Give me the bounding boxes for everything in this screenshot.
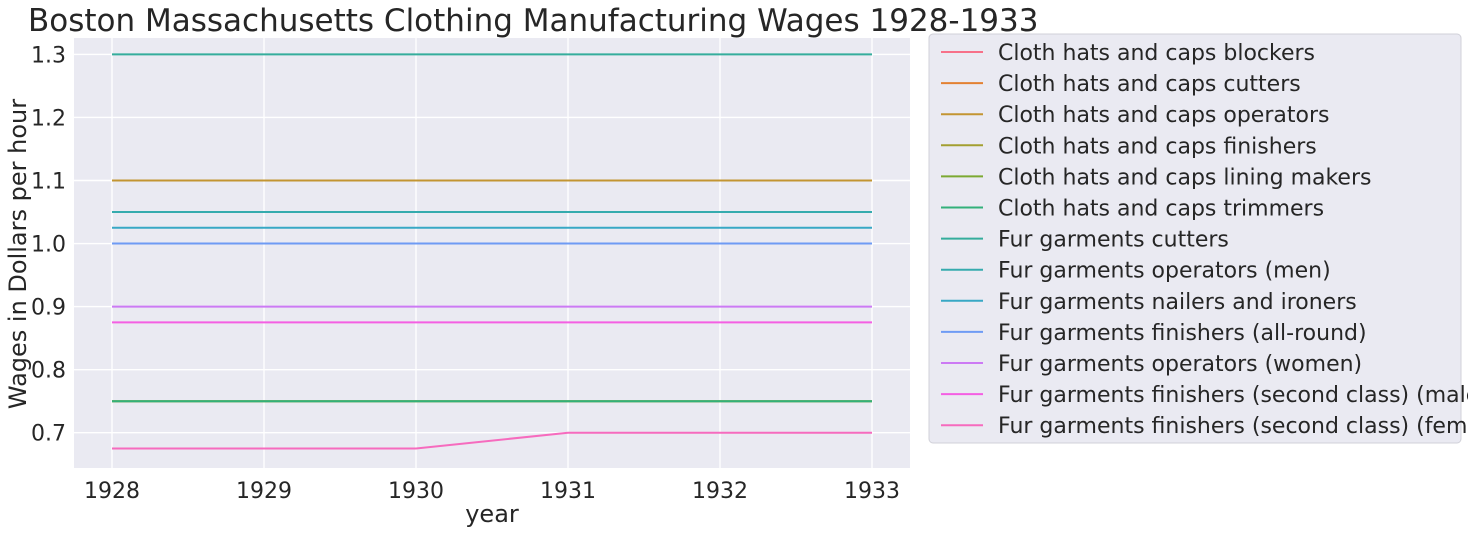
x-tick-label: 1929 <box>236 479 292 504</box>
legend-label: Cloth hats and caps lining makers <box>998 165 1371 190</box>
y-tick-label: 1.1 <box>31 169 66 194</box>
x-tick-label: 1933 <box>844 479 900 504</box>
x-tick-label: 1931 <box>540 479 596 504</box>
y-tick-label: 1.0 <box>31 233 66 258</box>
series-lines <box>112 53 872 450</box>
legend-box <box>928 33 1462 444</box>
x-tick-label: 1932 <box>692 479 748 504</box>
legend-label: Fur garments finishers (second class) (m… <box>998 383 1468 408</box>
x-tick-label: 1930 <box>388 479 444 504</box>
legend: Cloth hats and caps blockers Cloth hats a… <box>928 33 1468 444</box>
legend-label: Cloth hats and caps blockers <box>998 41 1315 66</box>
legend-label: Fur garments nailers and ironers <box>998 290 1357 315</box>
y-tick-label: 1.2 <box>31 106 66 131</box>
x-tick-label: 1928 <box>84 479 140 504</box>
legend-label: Cloth hats and caps finishers <box>998 134 1317 159</box>
legend-label: Cloth hats and caps trimmers <box>998 197 1324 222</box>
legend-label: Fur garments cutters <box>998 228 1229 253</box>
legend-label: Fur garments finishers (second class) (f… <box>998 414 1468 439</box>
y-axis-ticks: 0.7 0.8 0.9 1.0 1.1 1.2 1.3 <box>31 43 66 446</box>
legend-label: Fur garments operators (men) <box>998 259 1331 284</box>
y-tick-label: 0.7 <box>31 422 66 447</box>
x-axis-ticks: 1928 1929 1930 1931 1932 1933 <box>84 479 900 504</box>
legend-label: Fur garments finishers (all-round) <box>998 321 1367 346</box>
series-line <box>112 431 872 450</box>
x-axis-label: year <box>465 500 519 528</box>
y-tick-label: 1.3 <box>31 43 66 68</box>
y-tick-label: 0.8 <box>31 359 66 384</box>
y-axis-label: Wages in Dollars per hour <box>4 99 32 409</box>
legend-label: Fur garments operators (women) <box>998 352 1362 377</box>
plot-area <box>74 38 910 468</box>
y-tick-label: 0.9 <box>31 296 66 321</box>
legend-label: Cloth hats and caps operators <box>998 103 1329 128</box>
chart-title: Boston Massachusetts Clothing Manufactur… <box>28 3 1038 39</box>
legend-label: Cloth hats and caps cutters <box>998 72 1301 97</box>
